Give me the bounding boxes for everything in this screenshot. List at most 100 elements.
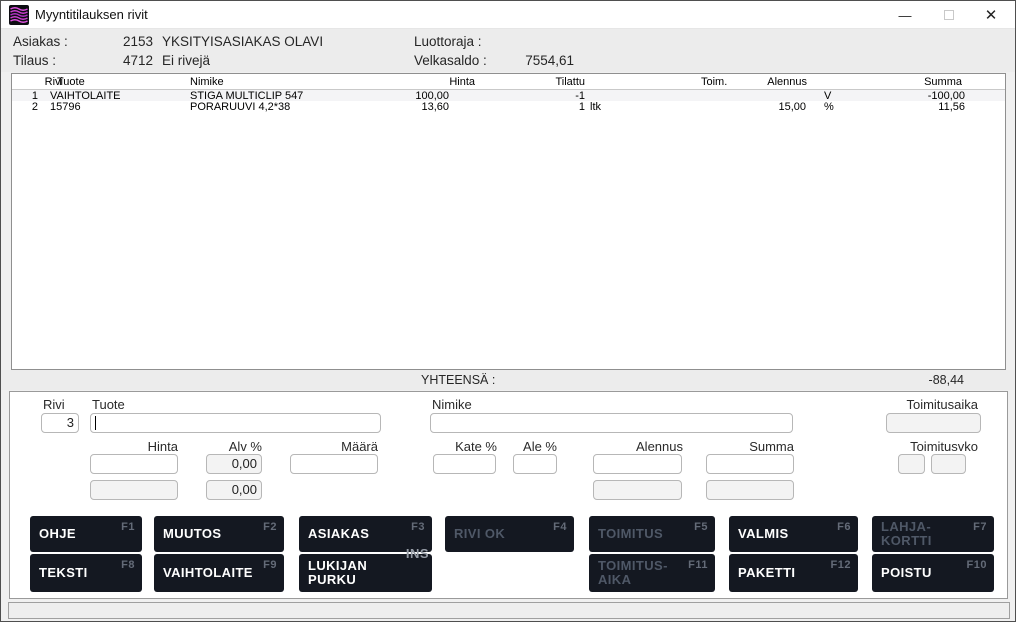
rivi-label: Rivi (43, 397, 65, 412)
button-label: OHJE (39, 526, 77, 541)
customer-name: YKSITYISASIAKAS OLAVI (162, 34, 324, 49)
row-entry-form: Rivi 3 Tuote Nimike Toimitusaika Hinta A… (9, 391, 1008, 599)
button-label: TOIMITUS-AIKA (598, 558, 668, 587)
maximize-icon (944, 10, 954, 20)
nimike-label: Nimike (432, 397, 472, 412)
button-label: VALMIS (738, 526, 789, 541)
hinta-label: Hinta (147, 439, 178, 454)
toimitusaika-button[interactable]: TOIMITUS-AIKA F11 (589, 554, 715, 592)
cell-tuote: 15796 (50, 101, 81, 113)
toimitus-button[interactable]: TOIMITUS F5 (589, 516, 715, 552)
debt-balance-value: 7554,61 (525, 53, 574, 68)
hinta-field[interactable] (90, 454, 178, 474)
vaihtolaite-button[interactable]: VAIHTOLAITE F9 (154, 554, 284, 592)
alennus-field[interactable] (593, 454, 682, 474)
tuote-label: Tuote (92, 397, 125, 412)
lahjakortti-button[interactable]: LAHJA-KORTTI F7 (872, 516, 994, 552)
summa2-field[interactable] (706, 480, 794, 500)
fkey-label: F10 (966, 559, 987, 571)
muutos-button[interactable]: MUUTOS F2 (154, 516, 284, 552)
fkey-label: F4 (553, 521, 567, 533)
order-number: 4712 (122, 53, 153, 68)
rivi-field[interactable]: 3 (41, 413, 79, 433)
ale-label: Ale % (523, 439, 557, 454)
cell-tilattu: 1 (578, 101, 585, 113)
button-label: MUUTOS (163, 526, 222, 541)
ohje-button[interactable]: OHJE F1 (30, 516, 142, 552)
window-title: Myyntitilauksen rivit (35, 7, 148, 22)
order-header: Asiakas : 2153 YKSITYISASIAKAS OLAVI Luo… (1, 29, 1015, 72)
kate-field[interactable] (433, 454, 496, 474)
tuote-field[interactable] (90, 413, 381, 433)
teksti-button[interactable]: TEKSTI F8 (30, 554, 142, 592)
button-label: RIVI OK (454, 526, 506, 541)
fkey-label: F2 (263, 521, 277, 533)
cell-nimike: PORARUUVI 4,2*38 (190, 101, 291, 113)
toimitusaika-field[interactable] (886, 413, 981, 433)
button-label: TOIMITUS (598, 526, 664, 541)
alv-label: Alv % (228, 439, 262, 454)
app-logo-icon (9, 5, 29, 25)
cell-tuote: VAIHTOLAITE (50, 90, 121, 102)
button-label: PAKETTI (738, 565, 796, 580)
poistu-button[interactable]: POISTU F10 (872, 554, 994, 592)
alennus2-field[interactable] (593, 480, 682, 500)
table-row[interactable]: 1 VAIHTOLAITE STIGA MULTICLIP 547 100,00… (12, 90, 1005, 102)
button-label: LUKIJAN PURKU (308, 558, 368, 587)
ale-field[interactable] (513, 454, 557, 474)
fkey-label: F9 (263, 559, 277, 571)
alv-value: 0,00 (231, 456, 257, 471)
total-label: YHTEENSÄ : (421, 373, 496, 387)
cell-summa: 11,56 (938, 101, 965, 113)
order-label: Tilaus : (13, 53, 57, 68)
customer-label: Asiakas : (13, 34, 68, 49)
table-row[interactable]: 2 15796 PORARUUVI 4,2*38 13,60 1 ltk 15,… (12, 101, 1005, 113)
fkey-label: F12 (830, 559, 851, 571)
maara-field[interactable] (290, 454, 378, 474)
cell-summa: -100,00 (927, 90, 965, 102)
col-nimike: Nimike (190, 76, 224, 88)
toimitusvko-label: Toimitusvko (910, 439, 978, 454)
summa-field[interactable] (706, 454, 794, 474)
close-button[interactable]: ✕ (969, 1, 1013, 29)
maximize-button[interactable] (927, 1, 971, 29)
alv2-field[interactable]: 0,00 (206, 480, 262, 500)
ins-key-label: INS (405, 546, 429, 561)
col-alennus: Alennus (767, 76, 807, 88)
col-rivi: Rivi (44, 76, 63, 88)
toimitusaika-label: Toimitusaika (906, 397, 978, 412)
debt-balance-label: Velkasaldo : (414, 53, 487, 68)
toimitusvko-field-2[interactable] (931, 454, 966, 474)
button-label: POISTU (881, 565, 932, 580)
cell-tilattu: -1 (575, 90, 585, 102)
text-caret (95, 416, 96, 430)
maara-label: Määrä (341, 439, 378, 454)
col-tilattu: Tilattu (555, 76, 585, 88)
asiakas-button[interactable]: ASIAKAS F3 (299, 516, 432, 552)
toimitusvko-field-1[interactable] (898, 454, 925, 474)
cell-nimike: STIGA MULTICLIP 547 (190, 90, 304, 102)
cell-alennus-unit: V (824, 90, 832, 102)
button-label: ASIAKAS (308, 526, 370, 541)
cell-alennus-unit: % (824, 101, 834, 113)
fkey-label: F8 (121, 559, 135, 571)
cell-hinta: 100,00 (415, 90, 449, 102)
minimize-button[interactable]: — (883, 1, 927, 29)
valmis-button[interactable]: VALMIS F6 (729, 516, 858, 552)
nimike-field[interactable] (430, 413, 793, 433)
paketti-button[interactable]: PAKETTI F12 (729, 554, 858, 592)
rivi-ok-button[interactable]: RIVI OK F4 (445, 516, 574, 552)
fkey-label: F5 (694, 521, 708, 533)
status-bar (8, 602, 1010, 619)
col-tuote: Tuote (57, 76, 85, 88)
fkey-label: F6 (837, 521, 851, 533)
hinta2-field[interactable] (90, 480, 178, 500)
lukijan-purku-button[interactable]: LUKIJAN PURKU INS (299, 547, 432, 592)
alv-field[interactable]: 0,00 (206, 454, 262, 474)
total-value: -88,44 (928, 373, 964, 387)
total-bar: YHTEENSÄ : -88,44 (1, 370, 1015, 390)
fkey-label: F3 (411, 521, 425, 533)
header-separator (12, 89, 1005, 90)
order-status: Ei rivejä (162, 53, 211, 68)
